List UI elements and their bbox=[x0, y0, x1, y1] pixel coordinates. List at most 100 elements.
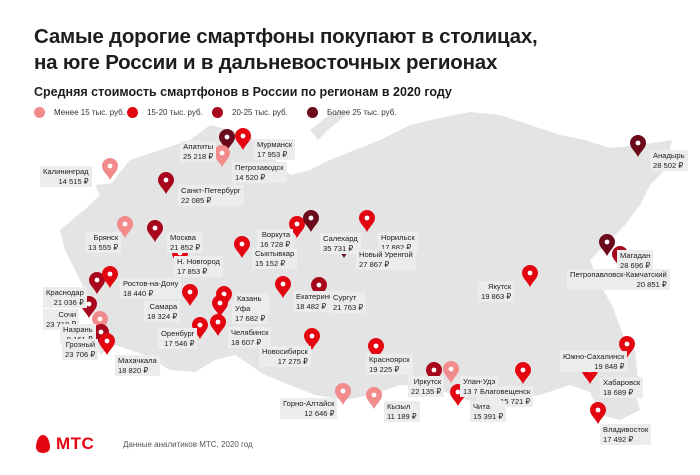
map-pin-icon[interactable] bbox=[368, 338, 384, 360]
mts-logo: МТС bbox=[36, 434, 94, 454]
pin-marker bbox=[210, 314, 226, 336]
legend-swatch bbox=[212, 107, 223, 118]
map-pin-icon[interactable] bbox=[304, 328, 320, 350]
map-pin-icon[interactable] bbox=[89, 272, 105, 294]
pin-marker bbox=[147, 220, 163, 242]
region-name: Улан-Удэ bbox=[463, 377, 496, 386]
map-pin-icon[interactable] bbox=[311, 277, 327, 299]
map-pin-icon[interactable] bbox=[182, 284, 198, 306]
pin-marker bbox=[311, 277, 327, 299]
region-name: Анадырь bbox=[653, 151, 685, 160]
map-pin-icon[interactable] bbox=[515, 362, 531, 384]
region-label: Хабаровск 18 689 ₽ bbox=[600, 377, 644, 398]
region-name: Петропавловск-Камчатский bbox=[570, 270, 667, 279]
pin-hole bbox=[152, 225, 158, 231]
pin-hole bbox=[455, 389, 461, 395]
map-pin-icon[interactable] bbox=[102, 266, 118, 288]
region-price: 18 482 ₽ bbox=[296, 301, 327, 311]
map-pin-icon[interactable] bbox=[219, 129, 235, 151]
legend-swatch bbox=[127, 107, 138, 118]
region-price: 16 728 ₽ bbox=[260, 239, 291, 249]
map-pin-icon[interactable] bbox=[303, 210, 319, 232]
region-name: Москва bbox=[170, 233, 196, 242]
page-subtitle: Средняя стоимость смартфонов в России по… bbox=[34, 85, 452, 99]
region-label: Москва 21 852 ₽ bbox=[167, 232, 204, 253]
title-line-1: Самые дорогие смартфоны покупают в столи… bbox=[34, 25, 538, 48]
map-pin-icon[interactable] bbox=[443, 361, 459, 383]
region-name: Оренбург bbox=[161, 329, 195, 338]
map-pin-icon[interactable] bbox=[289, 216, 305, 238]
pin-hole bbox=[107, 271, 113, 277]
pin-marker bbox=[102, 266, 118, 288]
region-price: 25 218 ₽ bbox=[183, 151, 214, 161]
region-name: Якутск bbox=[487, 282, 512, 291]
region-price: 15 391 ₽ bbox=[473, 411, 504, 421]
region-label: Краснодар 21 036 ₽ bbox=[43, 287, 87, 308]
region-label: Н. Новгород 17 853 ₽ bbox=[174, 256, 223, 277]
legend-item-over-25: Более 25 тыс. руб. bbox=[307, 107, 397, 118]
map-pin-icon[interactable] bbox=[212, 295, 228, 317]
region-price: 17 546 ₽ bbox=[164, 338, 195, 348]
region-label: Самара 18 324 ₽ bbox=[144, 301, 181, 322]
region-price: 18 820 ₽ bbox=[118, 365, 149, 375]
map-pin-icon[interactable] bbox=[214, 145, 230, 167]
pin-marker bbox=[235, 128, 251, 150]
map-pin-icon[interactable] bbox=[599, 234, 615, 256]
map-pin-icon[interactable] bbox=[192, 317, 208, 339]
map-pin-icon[interactable] bbox=[99, 333, 115, 355]
region-label: Горно-Алтайск 12 646 ₽ bbox=[280, 398, 338, 419]
region-label: Ростов-на-Дону 18 440 ₽ bbox=[120, 278, 182, 299]
region-price: 14 515 ₽ bbox=[58, 176, 89, 186]
pin-hole bbox=[280, 281, 286, 287]
map-pin-icon[interactable] bbox=[359, 210, 375, 232]
region-name: Ростов-на-Дону bbox=[123, 279, 179, 288]
pin-hole bbox=[448, 366, 454, 372]
pin-marker bbox=[522, 265, 538, 287]
region-name: Кызыл bbox=[387, 402, 411, 411]
region-label: Челябинск 18 607 ₽ bbox=[228, 327, 272, 348]
map-pin-icon[interactable] bbox=[147, 220, 163, 242]
pin-hole bbox=[187, 289, 193, 295]
map-pin-icon[interactable] bbox=[158, 172, 174, 194]
region-name: Брянск bbox=[93, 233, 119, 242]
region-price: 27 867 ₽ bbox=[359, 259, 390, 269]
region-label: Якутск 19 863 ₽ bbox=[478, 281, 515, 302]
region-price: 15 721 ₽ bbox=[500, 396, 531, 406]
region-name: Воркута bbox=[261, 230, 291, 239]
pin-marker bbox=[426, 362, 442, 384]
map-pin-icon[interactable] bbox=[335, 383, 351, 405]
map-pin-icon[interactable] bbox=[102, 158, 118, 180]
map-pin-icon[interactable] bbox=[92, 311, 108, 333]
pin-marker bbox=[117, 216, 133, 238]
map-pin-icon[interactable] bbox=[522, 265, 538, 287]
pin-marker bbox=[182, 284, 198, 306]
map-pin-icon[interactable] bbox=[275, 276, 291, 298]
region-price: 22 135 ₽ bbox=[411, 386, 442, 396]
pin-hole bbox=[308, 215, 314, 221]
map-pin-icon[interactable] bbox=[234, 236, 250, 258]
region-label: Владивосток 17 492 ₽ bbox=[600, 424, 652, 445]
pin-hole bbox=[107, 163, 113, 169]
map-pin-icon[interactable] bbox=[590, 402, 606, 424]
map-pin-icon[interactable] bbox=[426, 362, 442, 384]
region-label: Петрозаводск 14 520 ₽ bbox=[232, 162, 287, 183]
region-name: Калининград bbox=[43, 167, 89, 176]
map-pin-icon[interactable] bbox=[366, 387, 382, 409]
region-name: Салехард bbox=[323, 234, 358, 243]
map-pin-icon[interactable] bbox=[117, 216, 133, 238]
region-price: 17 492 ₽ bbox=[603, 434, 634, 444]
region-name: Санкт-Петербург bbox=[181, 186, 241, 195]
map-pin-icon[interactable] bbox=[619, 336, 635, 358]
region-label: Чита 15 391 ₽ bbox=[470, 401, 507, 422]
legend-item-under-15: Менее 15 тыс. руб. bbox=[34, 107, 125, 118]
pin-marker bbox=[192, 317, 208, 339]
region-price: 17 853 ₽ bbox=[177, 266, 208, 276]
map-pin-icon[interactable] bbox=[93, 324, 109, 346]
region-name: Красноярск bbox=[369, 355, 410, 364]
map-pin-icon[interactable] bbox=[235, 128, 251, 150]
map-pin-icon[interactable] bbox=[630, 135, 646, 157]
region-name: Екатеринбург bbox=[296, 292, 344, 301]
map-pin-icon[interactable] bbox=[210, 314, 226, 336]
pin-hole bbox=[217, 300, 223, 306]
pin-hole bbox=[604, 239, 610, 245]
